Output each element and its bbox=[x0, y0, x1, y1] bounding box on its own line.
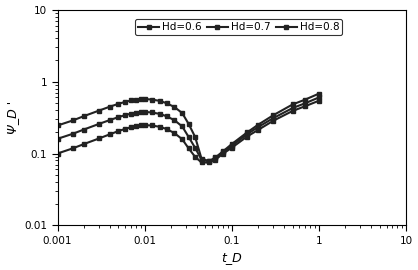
Hd=0.8 bbox=[55, 124, 60, 127]
Hd=0.7 bbox=[107, 118, 112, 122]
Hd=0.6 bbox=[116, 129, 121, 133]
Hd=0.7 bbox=[245, 133, 250, 136]
Hd=0.8 bbox=[138, 97, 143, 101]
Hd=0.6 bbox=[164, 127, 169, 131]
Hd=0.6 bbox=[186, 147, 191, 150]
Hd=0.8 bbox=[255, 123, 260, 126]
Hd=0.6 bbox=[316, 99, 321, 102]
Hd=0.8 bbox=[97, 109, 102, 112]
Hd=0.7 bbox=[206, 160, 212, 163]
Hd=0.8 bbox=[158, 99, 163, 103]
Hd=0.8 bbox=[123, 100, 128, 103]
Hd=0.7 bbox=[172, 119, 177, 122]
Hd=0.8 bbox=[186, 122, 191, 126]
Hd=0.8 bbox=[290, 103, 295, 106]
Hd=0.8 bbox=[316, 92, 321, 95]
Hd=0.7 bbox=[129, 112, 134, 115]
Hd=0.8 bbox=[245, 131, 250, 134]
Hd=0.7 bbox=[123, 113, 128, 117]
Hd=0.6 bbox=[213, 158, 218, 161]
Hd=0.6 bbox=[129, 126, 134, 129]
Hd=0.6 bbox=[158, 125, 163, 129]
Hd=0.6 bbox=[138, 124, 143, 127]
Hd=0.8 bbox=[172, 105, 177, 109]
Hd=0.6 bbox=[81, 143, 86, 146]
Hd=0.6 bbox=[303, 104, 308, 108]
Hd=0.7 bbox=[255, 126, 260, 129]
Hd=0.6 bbox=[97, 137, 102, 140]
Hd=0.8 bbox=[81, 114, 86, 118]
Hd=0.8 bbox=[107, 105, 112, 108]
Hd=0.6 bbox=[206, 161, 212, 164]
Hd=0.7 bbox=[229, 144, 234, 147]
Hd=0.7 bbox=[180, 125, 185, 128]
Hd=0.7 bbox=[186, 135, 191, 139]
Hd=0.8 bbox=[206, 160, 212, 163]
Hd=0.8 bbox=[142, 97, 147, 101]
Hd=0.7 bbox=[316, 96, 321, 99]
Hd=0.7 bbox=[70, 132, 75, 135]
Hd=0.7 bbox=[290, 106, 295, 110]
Hd=0.7 bbox=[221, 150, 226, 154]
Hd=0.7 bbox=[149, 111, 154, 114]
Hd=0.7 bbox=[55, 137, 60, 140]
Hd=0.7 bbox=[116, 116, 121, 119]
Hd=0.8 bbox=[116, 102, 121, 106]
Hd=0.6 bbox=[199, 161, 204, 164]
Line: Hd=0.8: Hd=0.8 bbox=[55, 92, 321, 164]
Hd=0.6 bbox=[142, 123, 147, 127]
Hd=0.7 bbox=[142, 110, 147, 114]
Hd=0.8 bbox=[180, 112, 185, 115]
Line: Hd=0.7: Hd=0.7 bbox=[55, 95, 321, 164]
Hd=0.8 bbox=[199, 157, 204, 160]
Hd=0.7 bbox=[138, 111, 143, 114]
Hd=0.6 bbox=[123, 127, 128, 130]
Hd=0.7 bbox=[199, 158, 204, 161]
Hd=0.6 bbox=[271, 119, 276, 122]
Hd=0.6 bbox=[245, 135, 250, 138]
Hd=0.6 bbox=[107, 133, 112, 136]
Hd=0.8 bbox=[213, 156, 218, 159]
Hd=0.6 bbox=[172, 131, 177, 135]
Hd=0.8 bbox=[149, 98, 154, 101]
Hd=0.7 bbox=[97, 122, 102, 126]
Hd=0.7 bbox=[213, 157, 218, 160]
Hd=0.7 bbox=[271, 117, 276, 120]
Line: Hd=0.6: Hd=0.6 bbox=[55, 99, 321, 165]
Hd=0.6 bbox=[255, 129, 260, 132]
Hd=0.7 bbox=[158, 112, 163, 116]
Hd=0.7 bbox=[81, 128, 86, 131]
Hd=0.7 bbox=[134, 111, 139, 114]
Hd=0.6 bbox=[55, 152, 60, 155]
Hd=0.7 bbox=[164, 115, 169, 118]
Hd=0.8 bbox=[271, 114, 276, 117]
Hd=0.8 bbox=[303, 98, 308, 101]
Legend: Hd=0.6, Hd=0.7, Hd=0.8: Hd=0.6, Hd=0.7, Hd=0.8 bbox=[135, 19, 342, 35]
X-axis label: t_D: t_D bbox=[221, 251, 242, 264]
Hd=0.8 bbox=[164, 102, 169, 105]
Y-axis label: Ψ_D ': Ψ_D ' bbox=[5, 101, 18, 134]
Hd=0.8 bbox=[70, 119, 75, 122]
Hd=0.7 bbox=[193, 146, 198, 149]
Hd=0.6 bbox=[134, 124, 139, 128]
Hd=0.8 bbox=[221, 150, 226, 153]
Hd=0.6 bbox=[290, 109, 295, 113]
Hd=0.8 bbox=[193, 135, 198, 139]
Hd=0.8 bbox=[134, 98, 139, 101]
Hd=0.6 bbox=[221, 152, 226, 155]
Hd=0.6 bbox=[193, 155, 198, 158]
Hd=0.7 bbox=[303, 102, 308, 105]
Hd=0.6 bbox=[180, 138, 185, 141]
Hd=0.8 bbox=[129, 99, 134, 102]
Hd=0.8 bbox=[229, 143, 234, 146]
Hd=0.6 bbox=[229, 146, 234, 149]
Hd=0.6 bbox=[149, 124, 154, 127]
Hd=0.6 bbox=[70, 147, 75, 150]
